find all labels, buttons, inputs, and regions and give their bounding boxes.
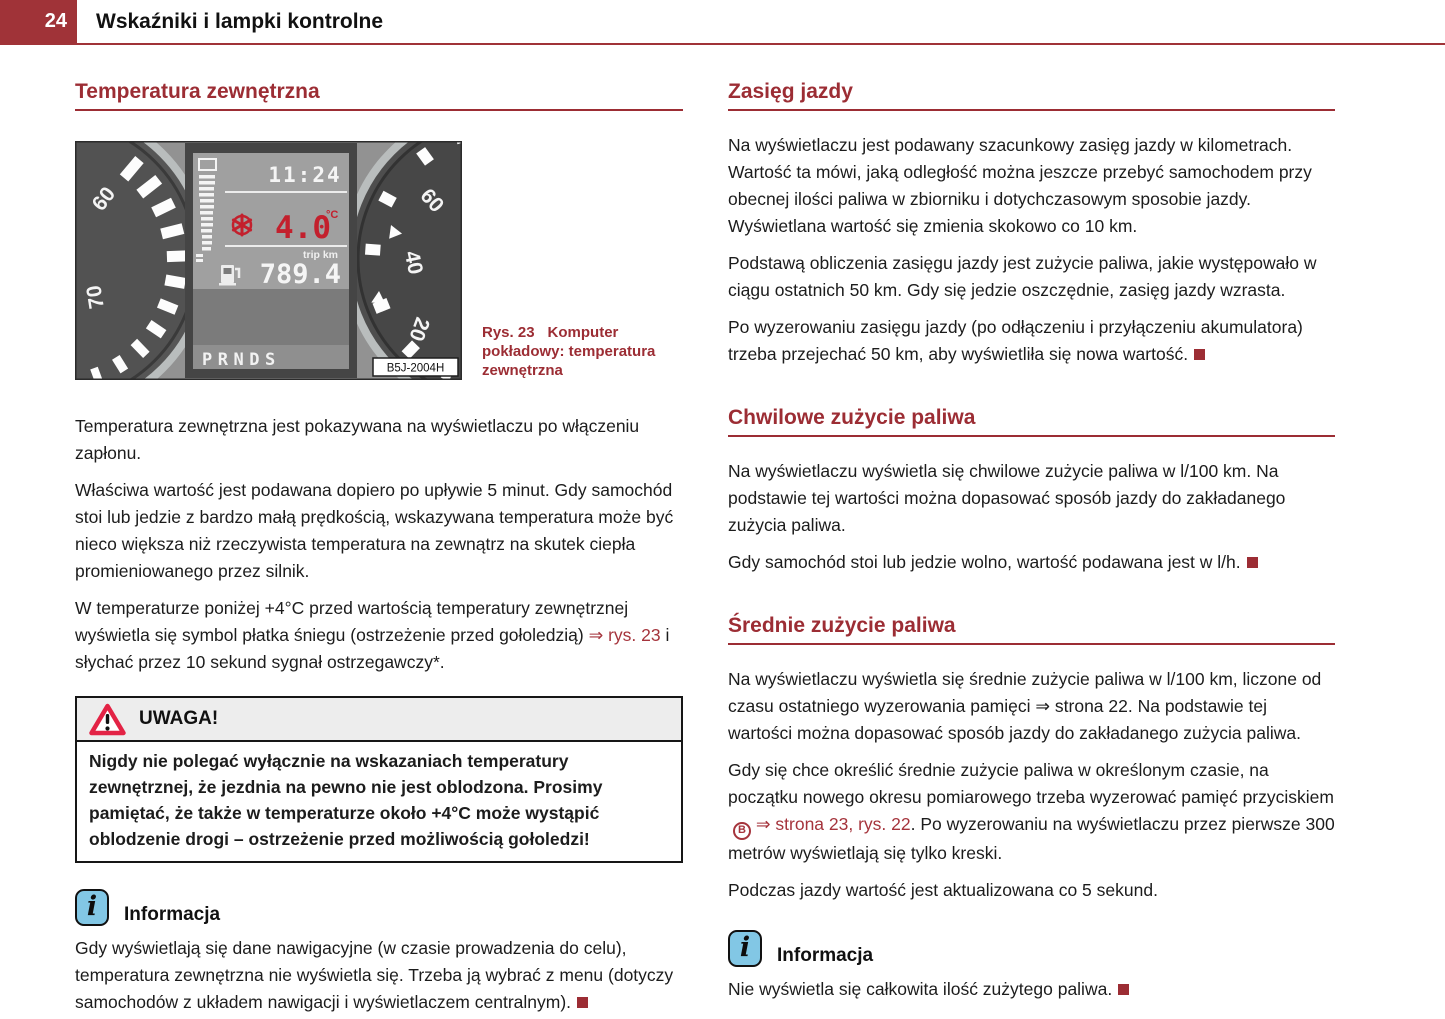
info-note: i Informacja Nie wyświetla się całkowita…: [728, 929, 1335, 1003]
end-of-section-marker: [1194, 349, 1206, 360]
chapter-title: Wskaźniki i lampki kontrolne: [96, 9, 384, 33]
section-rule: [75, 109, 683, 111]
right-column: Zasięg jazdy Na wyświetlaczu jest podawa…: [728, 80, 1335, 1013]
photo-code: B5J-2004H: [387, 363, 445, 375]
figure-caption-label: Rys. 23: [482, 324, 535, 341]
figure-caption: Rys. 23 Komputer pokładowy: temperatura z…: [482, 323, 672, 380]
button-b-symbol: B: [733, 821, 751, 840]
end-of-section-marker: [1118, 983, 1130, 995]
section-title-chwilowe: Chwilowe zużycie paliwa: [728, 406, 976, 429]
paragraph: Gdy się chce określić średnie zużycie pa…: [728, 757, 1335, 867]
page-number-badge: 24: [0, 0, 77, 43]
paragraph: W temperaturze poniżej +4°C przed wartoś…: [75, 595, 683, 676]
section-rule: [728, 435, 1335, 437]
info-icon: i: [75, 889, 109, 926]
section-srednie: Średnie zużycie paliwa Na wyświetlaczu w…: [728, 614, 1335, 904]
lcd-temperature-unit: °C: [326, 209, 338, 221]
info-note: i Informacja Gdy wyświetlają się dane na…: [75, 889, 683, 1016]
section-rule: [728, 643, 1335, 645]
paragraph-text: Gdy samochód stoi lub jedzie wolno, wart…: [728, 552, 1241, 572]
paragraph: Nie wyświetla się całkowita ilość zużyte…: [728, 976, 1335, 1003]
warning-title: UWAGA!: [139, 708, 219, 729]
info-header: i Informacja: [75, 889, 683, 926]
figure-23: 60 70: [75, 141, 683, 380]
info-text: Gdy wyświetlają się dane nawigacyjne (w …: [75, 938, 674, 1012]
info-title: Informacja: [124, 904, 221, 925]
page-number: 24: [44, 10, 67, 32]
paragraph: Po wyzerowaniu zasięgu jazdy (po odłącze…: [728, 314, 1335, 368]
end-of-section-marker: [1246, 557, 1258, 568]
right-gauge-label-40: 40: [400, 249, 427, 277]
info-header: i Informacja: [728, 929, 1335, 967]
warning-header: UWAGA!: [77, 698, 681, 742]
lcd-time: 11:24: [268, 163, 341, 187]
instrument-cluster-photo: 60 70: [75, 141, 462, 380]
info-icon: i: [728, 929, 762, 967]
cross-reference-rys-23[interactable]: ⇒ rys. 23: [588, 625, 661, 645]
paragraph-text: W temperaturze poniżej +4°C przed wartoś…: [75, 598, 629, 645]
paragraph: Na wyświetlaczu wyświetla się średnie zu…: [728, 669, 1322, 743]
paragraph: Gdy samochód stoi lub jedzie wolno, wart…: [728, 549, 1335, 576]
paragraph: Na wyświetlaczu jest podawany szacunkowy…: [728, 135, 1312, 236]
section-title-temperatura: Temperatura zewnętrzna: [75, 80, 320, 103]
paragraph: Właściwa wartość jest podawana dopiero p…: [75, 480, 674, 581]
paragraph: Gdy wyświetlają się dane nawigacyjne (w …: [75, 935, 683, 1016]
info-text: Nie wyświetla się całkowita ilość zużyte…: [728, 978, 1113, 999]
section-title-zasieg: Zasięg jazdy: [728, 80, 853, 103]
info-title: Informacja: [777, 944, 874, 966]
warning-triangle-icon: [89, 703, 126, 735]
left-column: Temperatura zewnętrzna: [75, 80, 683, 1019]
fuel-pump-icon: [219, 265, 241, 286]
paragraph-text: Gdy się chce określić średnie zużycie pa…: [728, 760, 1334, 807]
lcd-temperature: 4.0: [275, 210, 331, 246]
lcd-gear-indicator: PRNDS: [202, 350, 281, 370]
warning-box: UWAGA! Nigdy nie polegać wyłącznie na ws…: [75, 696, 683, 863]
photo-code-badge: B5J-2004H: [372, 357, 459, 377]
paragraph: Podstawą obliczenia zasięgu jazdy jest z…: [728, 253, 1317, 300]
snowflake-icon: [231, 213, 253, 237]
left-gauge-label-70: 70: [82, 284, 108, 311]
end-of-section-marker: [577, 997, 589, 1008]
fuel-level-bar: [196, 158, 217, 262]
right-gauge: 60 40 20: [343, 141, 462, 380]
cross-reference-strona-23[interactable]: ⇒ strona 23, rys. 22: [755, 814, 911, 834]
figure-caption-text: Komputer pokładowy: temperatura zewnętrz…: [482, 324, 656, 379]
warning-text: Nigdy nie polegać wyłącznie na wskazania…: [77, 742, 681, 861]
paragraph: Temperatura zewnętrzna jest pokazywana n…: [75, 416, 640, 463]
section-rule: [728, 109, 1335, 111]
lcd-trip-value: 789.4: [260, 259, 341, 290]
section-title-srednie: Średnie zużycie paliwa: [728, 614, 956, 637]
paragraph-text: . Po wyzerowaniu na wyświetlaczu przez p…: [728, 814, 1335, 863]
section-chwilowe: Chwilowe zużycie paliwa Na wyświetlaczu …: [728, 406, 1335, 576]
paragraph-text: Po wyzerowaniu zasięgu jazdy (po odłącze…: [728, 317, 1303, 364]
lcd-trip-label: trip km: [303, 249, 338, 261]
lcd-display: 11:24 4.0 °C trip km 789.4: [185, 143, 357, 378]
paragraph: Na wyświetlaczu wyświetla się chwilowe z…: [728, 461, 1286, 535]
header-rule: [0, 43, 1445, 45]
paragraph-text: i słychać przez 10 sekund sygnał ostrzeg…: [75, 625, 670, 672]
paragraph: Podczas jazdy wartość jest aktualizowana…: [728, 879, 1158, 900]
